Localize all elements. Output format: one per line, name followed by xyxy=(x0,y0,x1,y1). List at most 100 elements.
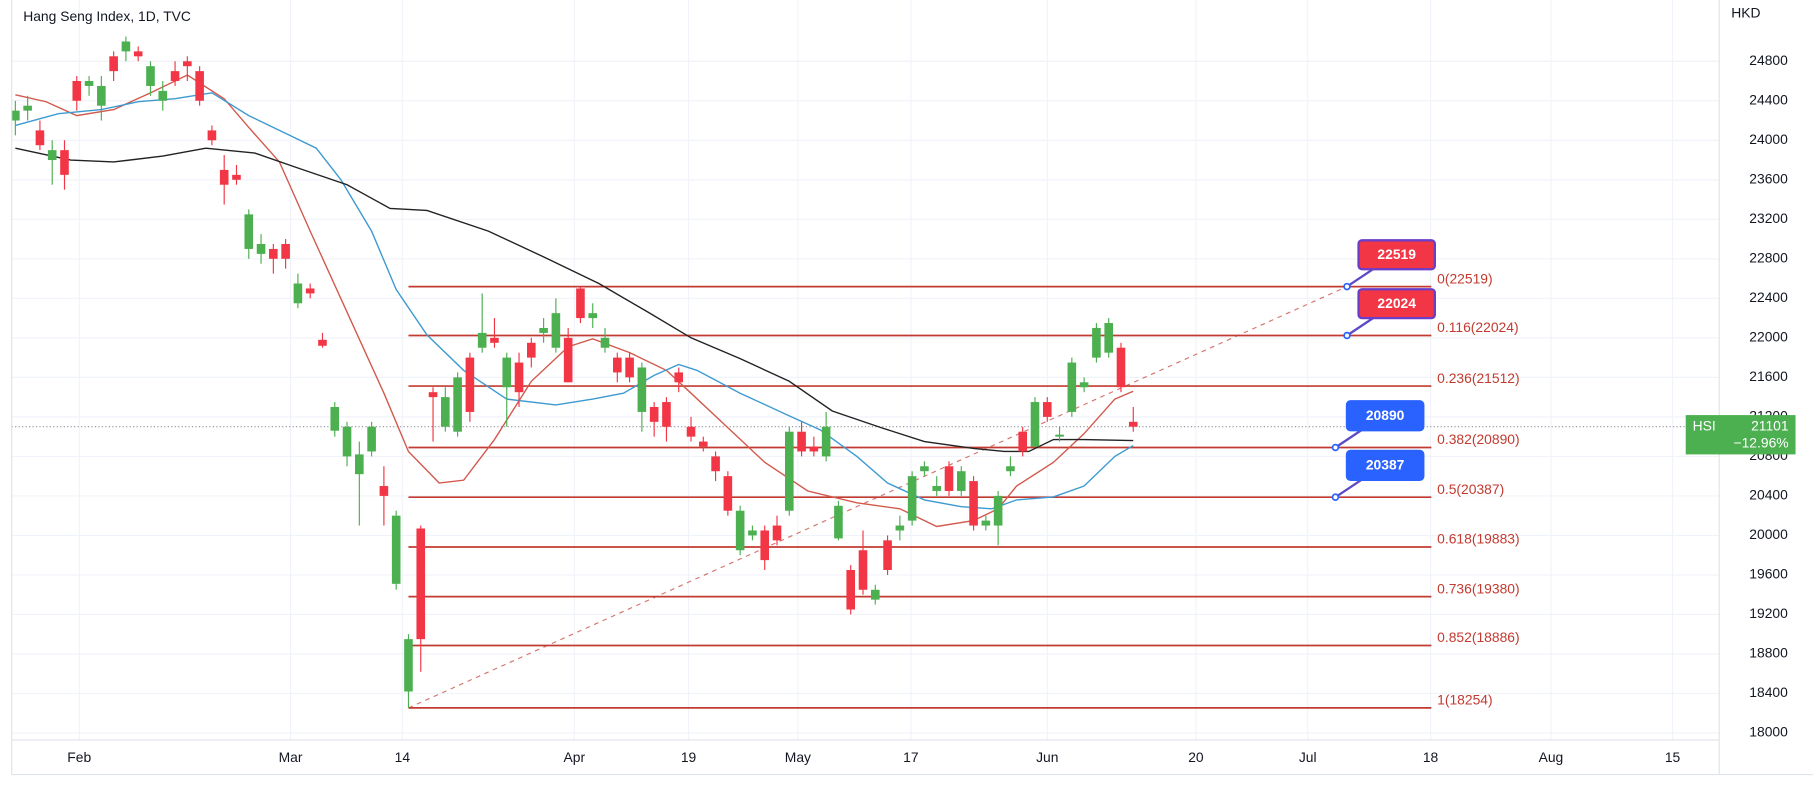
candle-body xyxy=(23,105,32,111)
candle-body xyxy=(895,525,905,531)
x-tick-label: 18 xyxy=(1423,749,1439,765)
candle-body xyxy=(772,525,782,541)
fib-level-label: 0.736(19380) xyxy=(1437,580,1519,596)
candle-body xyxy=(649,407,659,422)
x-tick-label: 14 xyxy=(395,749,411,765)
x-tick-label: Apr xyxy=(564,749,586,765)
alert-box xyxy=(1345,449,1425,482)
x-tick-label: Aug xyxy=(1539,749,1564,765)
candle-body xyxy=(183,61,192,67)
alert-pointer xyxy=(1346,316,1376,337)
candle-body xyxy=(907,476,917,521)
candle-body xyxy=(527,342,536,358)
candle-body xyxy=(244,214,254,249)
candle-body xyxy=(1128,421,1138,427)
candle-body xyxy=(490,337,499,343)
candle-body xyxy=(281,244,290,259)
y-tick-label: 22400 xyxy=(1749,289,1788,305)
candle-body xyxy=(784,431,794,511)
x-tick-label: Mar xyxy=(279,749,303,765)
candle-body xyxy=(576,288,585,319)
candle-body xyxy=(195,71,204,101)
x-tick-label: 20 xyxy=(1188,749,1204,765)
fib-level-label: 0(22519) xyxy=(1437,270,1492,286)
candle-body xyxy=(944,466,954,491)
candle-body xyxy=(563,337,573,383)
candle-body xyxy=(293,283,303,304)
y-tick-label: 18400 xyxy=(1749,684,1788,700)
candle-body xyxy=(858,550,868,590)
candle-body xyxy=(932,486,942,491)
candle-body xyxy=(686,426,696,437)
alert-anchor xyxy=(1343,331,1351,340)
candle-body xyxy=(514,362,524,393)
candle-body xyxy=(1042,402,1052,417)
y-tick-label: 24000 xyxy=(1749,131,1788,147)
fib-level-label: 0.852(18886) xyxy=(1437,629,1519,645)
y-tick-label: 19600 xyxy=(1749,566,1788,582)
candle-body xyxy=(109,56,118,72)
candle-body xyxy=(613,357,622,373)
fib-level-label: 0.618(19883) xyxy=(1437,531,1519,547)
candle-body xyxy=(625,357,634,378)
candle-body xyxy=(662,402,671,427)
candle-body xyxy=(698,441,708,447)
candle-body xyxy=(723,476,733,511)
candle-body xyxy=(133,51,143,57)
y-tick-label: 19200 xyxy=(1749,605,1788,621)
candle-body xyxy=(1067,362,1077,412)
candle-body xyxy=(821,426,831,457)
candle-body xyxy=(637,367,647,412)
alert-anchor xyxy=(1331,443,1340,452)
candle-body xyxy=(735,510,745,551)
candle-body xyxy=(1092,327,1101,358)
y-tick-label: 24400 xyxy=(1749,91,1788,107)
candle-body xyxy=(1116,347,1126,388)
currency-label: HKD xyxy=(1731,5,1760,21)
alert-label: 22024 xyxy=(1377,295,1416,311)
alert-label: 20890 xyxy=(1366,407,1405,423)
candle-body xyxy=(219,169,229,185)
candle-body xyxy=(391,515,401,584)
candle-body xyxy=(367,426,376,452)
y-tick-label: 18000 xyxy=(1749,724,1788,740)
candle-body xyxy=(355,454,364,475)
candle-body xyxy=(870,589,880,600)
candle-body xyxy=(428,392,438,398)
candle-body xyxy=(1055,434,1064,437)
candle-body xyxy=(674,372,684,383)
candle-body xyxy=(305,288,315,294)
candle-body xyxy=(981,520,991,526)
fib-level-label: 0.382(20890) xyxy=(1437,431,1519,447)
y-tick-label: 24800 xyxy=(1749,52,1788,68)
candle-body xyxy=(84,81,94,86)
candle-body xyxy=(748,530,757,536)
alert-box xyxy=(1357,288,1436,320)
candle-body xyxy=(588,313,598,319)
candle-body xyxy=(846,569,856,610)
candle-body xyxy=(797,431,806,452)
alert-pointer xyxy=(1334,477,1364,499)
candle-body xyxy=(121,41,131,52)
x-tick-label: Jul xyxy=(1299,749,1317,765)
y-tick-label: 23600 xyxy=(1749,170,1788,186)
candle-body xyxy=(97,85,106,106)
candle-body xyxy=(1104,323,1113,353)
candle-body xyxy=(146,66,155,86)
x-tick-label: 15 xyxy=(1665,749,1681,765)
candle-body xyxy=(256,244,266,254)
candle-body xyxy=(760,530,770,561)
candle-body xyxy=(809,446,819,452)
x-tick-label: 17 xyxy=(903,749,919,765)
candle-body xyxy=(158,90,168,101)
candle-body xyxy=(834,505,843,539)
candle-body xyxy=(404,639,413,692)
candle-body xyxy=(502,357,512,388)
candle-body xyxy=(453,377,462,432)
last-change: −12.96% xyxy=(1734,435,1789,451)
candle-body xyxy=(318,339,327,346)
y-tick-label: 18800 xyxy=(1749,645,1788,661)
candle-body xyxy=(1006,466,1015,472)
